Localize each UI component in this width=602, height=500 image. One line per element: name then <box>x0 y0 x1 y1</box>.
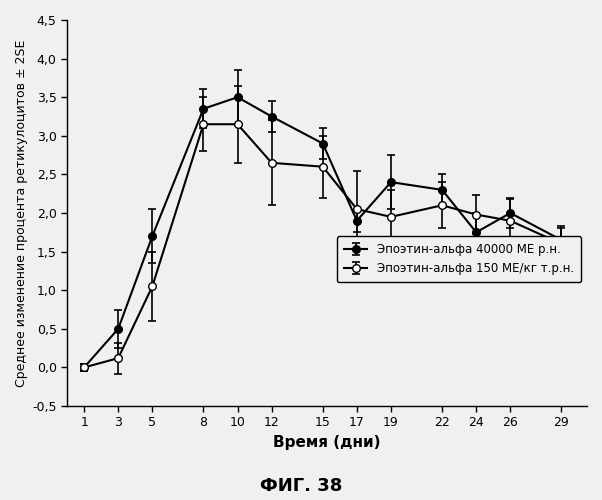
X-axis label: Время (дни): Время (дни) <box>273 435 381 450</box>
Y-axis label: Среднее изменение процента ретикулоцитов ± 2SE: Среднее изменение процента ретикулоцитов… <box>15 40 28 387</box>
Legend: Эпоэтин-альфа 40000 МЕ р.н., Эпоэтин-альфа 150 МЕ/кг т.р.н.: Эпоэтин-альфа 40000 МЕ р.н., Эпоэтин-аль… <box>337 236 581 282</box>
Text: ФИГ. 38: ФИГ. 38 <box>260 477 342 495</box>
